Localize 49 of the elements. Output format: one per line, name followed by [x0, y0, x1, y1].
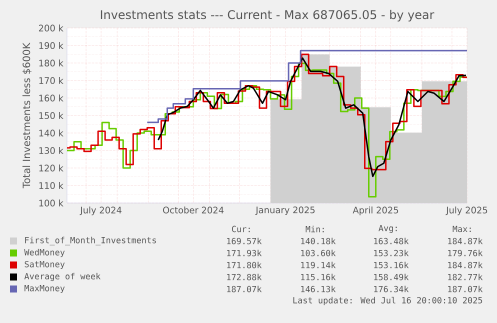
y-axis-title: Total Investments less $600K — [22, 42, 32, 188]
text: 179.76k — [448, 250, 483, 256]
text: 171.93k — [227, 250, 262, 256]
y-tick-label: 140 k — [39, 130, 64, 136]
y-tick-label: 110 k — [39, 182, 64, 189]
text: Cur: — [232, 226, 250, 232]
legend-label: MaxMoney — [24, 285, 65, 293]
text: Last update: Wed Jul 16 20:00:10 2025 — [293, 296, 482, 306]
text: 172.88k — [227, 274, 262, 280]
x-tick-label: April 2025 — [352, 206, 398, 216]
text: 146.13k — [301, 286, 336, 292]
line-series — [157, 57, 467, 178]
x-tick-label: January 2025 — [255, 206, 315, 216]
text: 103.60k — [301, 250, 336, 256]
text: 119.14k — [301, 262, 336, 268]
x-tick-label: July 2024 — [80, 206, 122, 216]
y-tick-label: 150 k — [39, 112, 64, 119]
text: 169.57k — [227, 238, 262, 244]
text: 158.49k — [374, 274, 409, 280]
text: Min: — [306, 226, 324, 232]
text: Avg: — [378, 225, 397, 233]
text: 176.34k — [374, 286, 409, 292]
text: 184.87k — [448, 262, 483, 268]
text: 153.16k — [374, 262, 409, 268]
y-tick-label: 160 k — [39, 94, 64, 102]
y-tick-label: 120 k — [39, 164, 64, 172]
text: Max: — [452, 226, 471, 232]
text: 140.18k — [301, 238, 336, 244]
text: 187.07k — [227, 286, 262, 292]
text: 153.23k — [374, 250, 409, 256]
text: 163.48k — [374, 238, 409, 244]
y-tick-label: 200 k — [38, 24, 64, 32]
text: 187.07k — [448, 286, 483, 292]
legend-label: Average of week — [24, 272, 101, 282]
y-tick-label: 190 k — [39, 42, 64, 49]
legend-label: First_of_Month_Investments — [25, 236, 156, 246]
y-tick-label: 180 k — [39, 60, 64, 66]
text: 171.80k — [227, 262, 262, 268]
chart-title: Investments stats --- Current - Max 687065.05 - by year — [100, 10, 434, 22]
y-tick-label: 130 k — [39, 147, 64, 154]
x-tick-label: July 2025 — [446, 206, 488, 216]
legend-label: WedMoney — [24, 248, 65, 258]
text: 184.87k — [448, 238, 483, 244]
text: 182.77k — [448, 274, 483, 280]
y-tick-label: 170 k — [39, 77, 64, 84]
y-tick-label: 100 k — [39, 200, 64, 206]
legend-label: SatMoney — [24, 260, 65, 270]
text: 115.16k — [301, 274, 336, 280]
x-tick-label: October 2024 — [163, 206, 224, 214]
